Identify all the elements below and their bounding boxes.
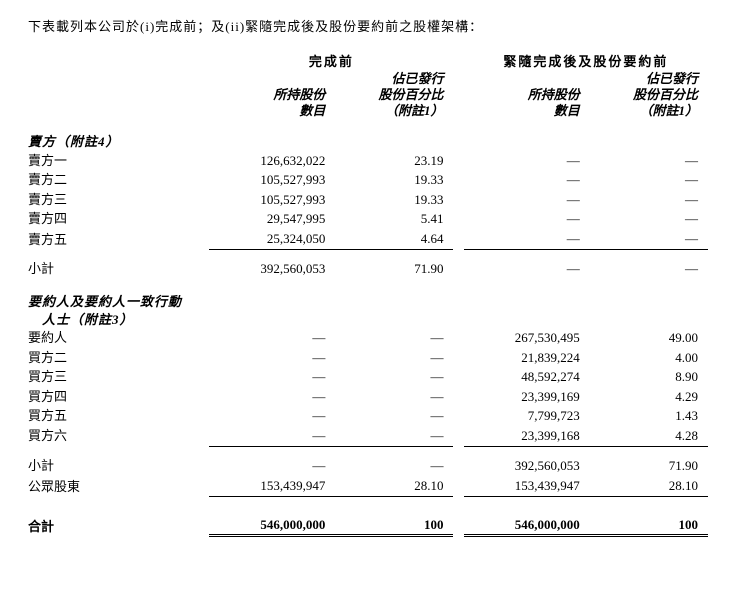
dash-cell: — — [331, 348, 453, 368]
total-bnum: 546,000,000 — [209, 504, 331, 535]
total-label: 合計 — [28, 504, 209, 535]
table-row-label: 賣方五 — [28, 229, 209, 249]
table-cell: 105,527,993 — [209, 190, 331, 210]
sellers-subtotal-bpct: 71.90 — [331, 249, 453, 279]
dash-cell: — — [464, 170, 586, 190]
table-cell: 48,592,274 — [464, 367, 586, 387]
table-row-label: 賣方四 — [28, 209, 209, 229]
public-label: 公眾股東 — [28, 476, 209, 496]
dash-cell: — — [586, 209, 708, 229]
dash-cell: — — [331, 387, 453, 407]
public-anum: 153,439,947 — [464, 476, 586, 496]
offeror-subtotal-apct: 71.90 — [586, 446, 708, 476]
table-cell: 8.90 — [586, 367, 708, 387]
table-cell: 4.00 — [586, 348, 708, 368]
dash-cell: — — [209, 387, 331, 407]
table-cell: 21,839,224 — [464, 348, 586, 368]
table-row-label: 買方三 — [28, 367, 209, 387]
offeror-subtotal-label: 小計 — [28, 446, 209, 476]
dash-cell: — — [209, 406, 331, 426]
dash-cell: — — [586, 151, 708, 171]
table-cell: 126,632,022 — [209, 151, 331, 171]
dash-cell: — — [331, 426, 453, 446]
dash-cell: — — [209, 426, 331, 446]
table-cell: 267,530,495 — [464, 328, 586, 348]
dash-cell: — — [464, 229, 586, 249]
header-held-after: 所持股份數目 — [464, 71, 586, 120]
sellers-title: 賣方（附註4） — [28, 133, 708, 151]
dash-cell: — — [586, 190, 708, 210]
table-row-label: 賣方三 — [28, 190, 209, 210]
table-cell: 23,399,168 — [464, 426, 586, 446]
sellers-subtotal-label: 小計 — [28, 249, 209, 279]
table-row-label: 賣方一 — [28, 151, 209, 171]
header-before: 完成前 — [209, 53, 453, 71]
table-row-label: 要約人 — [28, 328, 209, 348]
table-cell: 19.33 — [331, 190, 453, 210]
shareholding-table: 完成前 緊隨完成後及股份要約前 所持股份數目 佔已發行股份百分比（附註1） 所持… — [28, 53, 708, 537]
table-cell: 19.33 — [331, 170, 453, 190]
table-row-label: 買方六 — [28, 426, 209, 446]
table-cell: 1.43 — [586, 406, 708, 426]
table-cell: 4.29 — [586, 387, 708, 407]
dash-cell: — — [331, 406, 453, 426]
table-cell: 25,324,050 — [209, 229, 331, 249]
total-apct: 100 — [586, 504, 708, 535]
dash-cell: — — [586, 170, 708, 190]
table-cell: 29,547,995 — [209, 209, 331, 229]
table-cell: 4.28 — [586, 426, 708, 446]
dash-cell: — — [331, 446, 453, 476]
dash-cell: — — [331, 367, 453, 387]
dash-cell: — — [464, 151, 586, 171]
header-pct-after: 佔已發行股份百分比（附註1） — [586, 71, 708, 120]
dash-cell: — — [209, 446, 331, 476]
dash-cell: — — [331, 328, 453, 348]
table-row-label: 買方二 — [28, 348, 209, 368]
dash-cell: — — [464, 190, 586, 210]
public-bpct: 28.10 — [331, 476, 453, 496]
sellers-subtotal-bnum: 392,560,053 — [209, 249, 331, 279]
header-held-before: 所持股份數目 — [209, 71, 331, 120]
total-anum: 546,000,000 — [464, 504, 586, 535]
table-cell: 105,527,993 — [209, 170, 331, 190]
dash-cell: — — [209, 348, 331, 368]
table-row-label: 賣方二 — [28, 170, 209, 190]
dash-cell: — — [586, 229, 708, 249]
header-after: 緊隨完成後及股份要約前 — [464, 53, 708, 71]
dash-cell: — — [464, 209, 586, 229]
header-pct-before: 佔已發行股份百分比（附註1） — [331, 71, 453, 120]
offeror-title-l1: 要約人及要約人一致行動 — [28, 293, 708, 311]
table-row-label: 買方四 — [28, 387, 209, 407]
public-bnum: 153,439,947 — [209, 476, 331, 496]
dash-cell: — — [209, 328, 331, 348]
offeror-title-l2: 人士（附註3） — [28, 311, 708, 329]
table-cell: 5.41 — [331, 209, 453, 229]
table-cell: 4.64 — [331, 229, 453, 249]
table-cell: 23,399,169 — [464, 387, 586, 407]
dash-cell: — — [586, 249, 708, 279]
public-apct: 28.10 — [586, 476, 708, 496]
table-cell: 7,799,723 — [464, 406, 586, 426]
dash-cell: — — [464, 249, 586, 279]
total-bpct: 100 — [331, 504, 453, 535]
intro-text: 下表載列本公司於(i)完成前；及(ii)緊隨完成後及股份要約前之股權架構： — [28, 16, 708, 35]
offeror-subtotal-anum: 392,560,053 — [464, 446, 586, 476]
table-cell: 23.19 — [331, 151, 453, 171]
table-cell: 49.00 — [586, 328, 708, 348]
table-row-label: 買方五 — [28, 406, 209, 426]
dash-cell: — — [209, 367, 331, 387]
